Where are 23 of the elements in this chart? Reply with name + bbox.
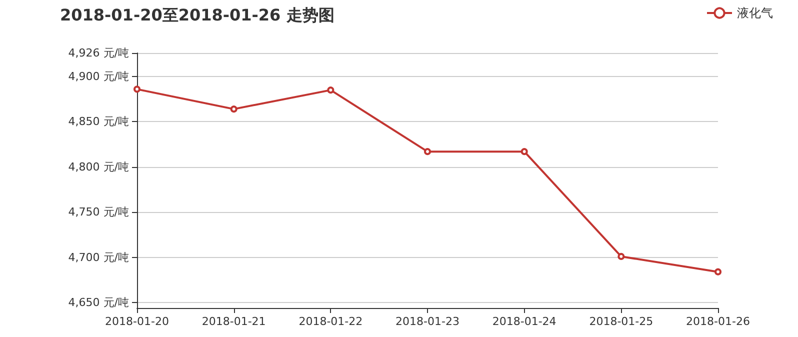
point — [714, 268, 722, 276]
point — [230, 106, 238, 113]
point — [134, 86, 140, 93]
x-tick-label: 2018-01-25 — [589, 315, 654, 328]
y-tick-label: 4,926 元/吨 — [68, 46, 129, 60]
y-tick-label: 4,850 元/吨 — [68, 115, 129, 128]
y-tick-label: 4,650 元/吨 — [68, 296, 129, 310]
point — [618, 252, 625, 260]
x-tick-label: 2018-01-26 — [686, 315, 750, 328]
y-tick-label: 4,700 元/吨 — [68, 250, 129, 264]
x-tick-label: 2018-01-21 — [202, 315, 266, 328]
x-tick-label: 2018-01-23 — [396, 315, 460, 328]
x-tick-label: 2018-01-20 — [105, 315, 169, 328]
y-tick-label: 4,900 元/吨 — [68, 70, 129, 84]
x-tick-label: 2018-01-22 — [298, 315, 363, 328]
point — [424, 148, 431, 156]
point — [520, 148, 528, 156]
chart-title: 2018-01-20至2018-01-26 走势图 — [60, 6, 334, 24]
legend-label: 液化气 — [737, 6, 773, 20]
y-tick-label: 4,800 元/吨 — [68, 160, 129, 174]
y-tick-label: 4,750 元/吨 — [68, 206, 129, 219]
point — [327, 86, 334, 94]
x-tick-label: 2018-01-24 — [492, 315, 556, 328]
